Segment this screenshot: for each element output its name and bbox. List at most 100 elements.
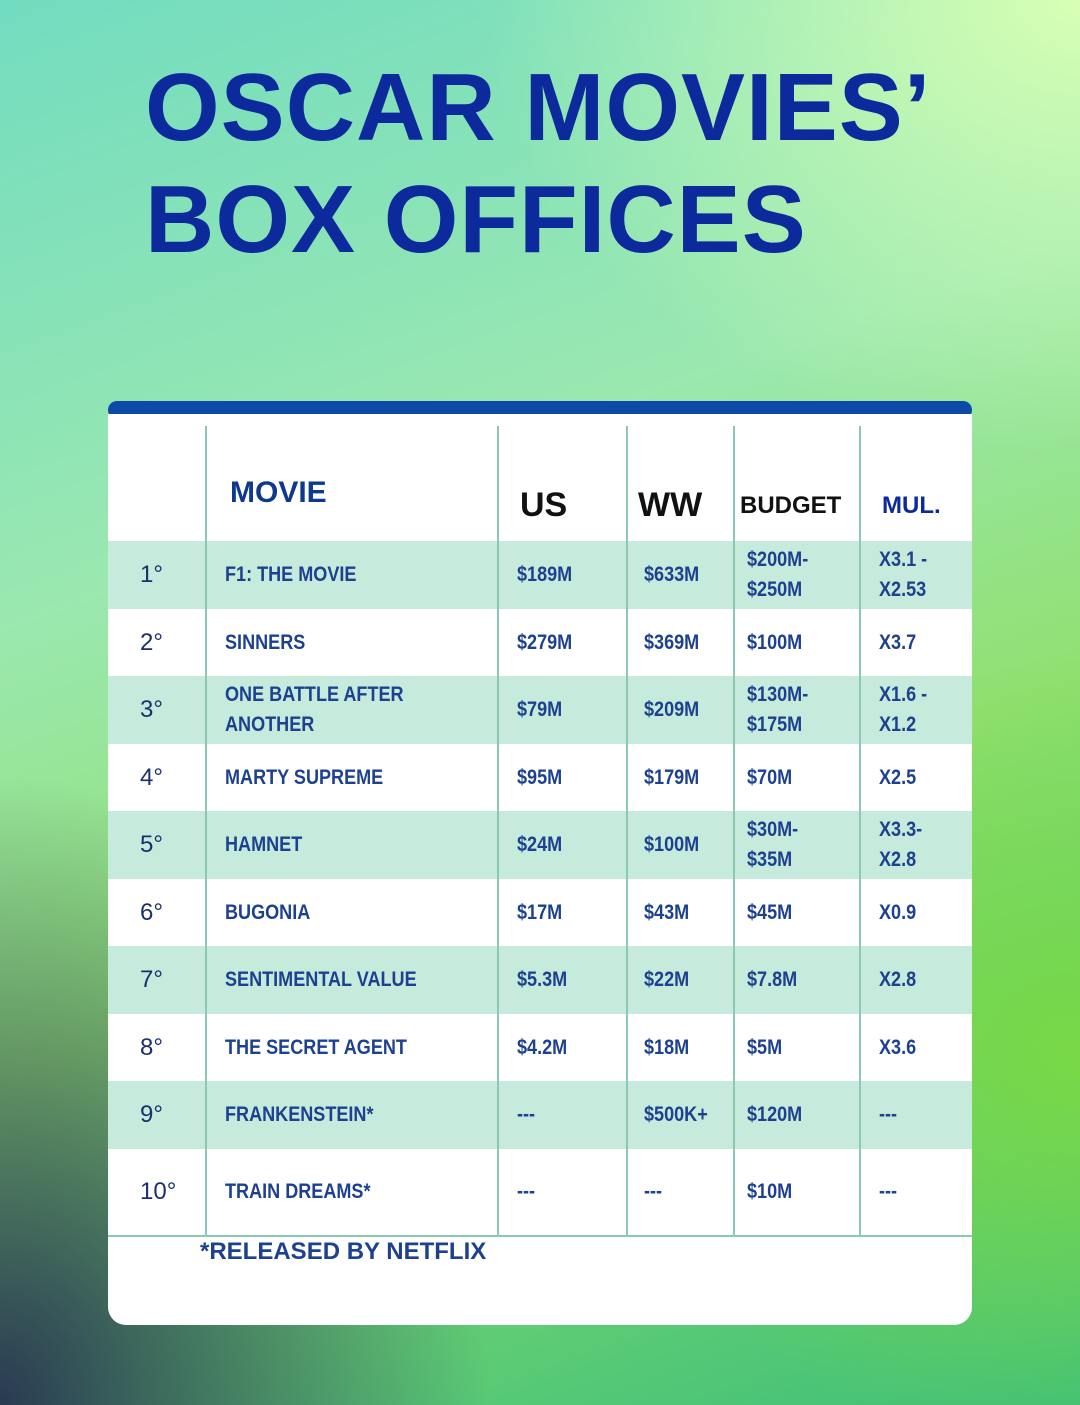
cell-line: 6° [140,898,163,926]
row-band [108,811,972,879]
table-cell: HAMNET [225,811,302,879]
table-cell: $500K+ [644,1081,708,1149]
table-cell: ONE BATTLE AFTER ANOTHER [225,676,404,744]
table-cell: $189M [517,541,572,609]
cell-line: $45M [747,900,793,924]
cell-line: 4° [140,763,163,791]
table-cell: $70M [747,744,792,811]
table-cell: $43M [644,879,689,946]
cell-line: $18M [644,1035,690,1059]
rank-cell: 7° [140,946,163,1014]
cell-line: $5M [747,1035,783,1059]
table-cell: $45M [747,879,792,946]
rank-cell: 3° [140,676,163,744]
cell-line: --- [644,1180,663,1203]
cell-line: $250M [747,578,803,601]
table-cell: FRANKENSTEIN* [225,1081,374,1149]
cell-line: X2.8 [879,848,917,871]
cell-line: HAMNET [225,833,303,856]
table-cell: $100M [644,811,699,879]
table-cell: $100M [747,609,802,676]
table-cell: $10M [747,1149,792,1235]
cell-line: SENTIMENTAL VALUE [225,968,417,991]
table-cell: --- [644,1149,662,1235]
cell-line: --- [879,1103,898,1126]
rank-cell: 6° [140,879,163,946]
table-cell: $17M [517,879,562,946]
cell-line: $279M [517,630,573,654]
cell-line: $17M [517,900,563,924]
cell-line: SINNERS [225,630,306,654]
table-cell: X0.9 [879,879,916,946]
table-cell: --- [879,1081,897,1149]
table-cell: X3.6 [879,1014,916,1081]
table-cell: $369M [644,609,699,676]
table-cell: --- [517,1149,535,1235]
table-cell: $5.3M [517,946,567,1014]
table-cell: MARTY SUPREME [225,744,383,811]
table-cell: $633M [644,541,699,609]
cell-line: X3.7 [879,630,917,654]
table-cell: X2.8 [879,946,916,1014]
title: OSCAR MOVIES’ BOX OFFICES [145,52,931,276]
column-divider [497,426,499,1235]
table-cell: $79M [517,676,562,744]
cell-line: --- [517,1103,536,1126]
cell-line: --- [517,1180,536,1203]
cell-line: THE SECRET AGENT [225,1035,407,1059]
table-cell: $18M [644,1014,689,1081]
rank-cell: 1° [140,541,163,609]
cell-line: $35M [747,848,793,871]
table-cell: $279M [517,609,572,676]
table-cell: $95M [517,744,562,811]
cell-line: $24M [517,833,563,856]
column-divider [733,426,735,1235]
table-cell: SINNERS [225,609,305,676]
row-band [108,1081,972,1149]
table-cell: $120M [747,1081,802,1149]
cell-line: X2.8 [879,968,917,991]
cell-line: $200M- [747,548,809,571]
cell-line: $22M [644,968,690,991]
cell-line: BUGONIA [225,900,311,924]
cell-line: 9° [140,1101,163,1128]
table-cell: THE SECRET AGENT [225,1014,407,1081]
table-cell: SENTIMENTAL VALUE [225,946,417,1014]
table-cell: X3.1 - X2.53 [879,541,927,609]
cell-line: $100M [747,630,803,654]
cell-line: $633M [644,563,700,586]
cell-line: $120M [747,1103,803,1126]
cell-line: 7° [140,966,163,993]
cell-line: 10° [140,1178,177,1205]
cell-line: X0.9 [879,900,917,924]
cell-line: $189M [517,563,573,586]
cell-line: $175M [747,713,803,736]
cell-line: $70M [747,765,793,789]
table-cell: $179M [644,744,699,811]
cell-line: 5° [140,831,163,858]
column-divider [205,426,207,1235]
table-cell: TRAIN DREAMS* [225,1149,370,1235]
table-cell: $22M [644,946,689,1014]
footnote: *RELEASED BY NETFLIX [200,1238,487,1265]
table-cell: --- [517,1081,535,1149]
table-cell: F1: THE MOVIE [225,541,356,609]
cell-line: X1.2 [879,713,917,736]
cell-line: $43M [644,900,690,924]
rank-cell: 8° [140,1014,163,1081]
cell-line: X3.1 - [879,548,928,571]
cell-line: $179M [644,765,700,789]
table-cell: BUGONIA [225,879,310,946]
cell-line: 3° [140,696,163,723]
table-cell: --- [879,1149,897,1235]
cell-line: X2.53 [879,578,927,601]
cell-line: FRANKENSTEIN* [225,1103,374,1126]
cell-line: X3.3- [879,818,923,841]
column-header: MOVIE [230,476,327,509]
table-cell: X1.6 - X1.2 [879,676,927,744]
column-divider [626,426,628,1235]
cell-line: $10M [747,1180,793,1203]
cell-line: $30M- [747,818,799,841]
table-cell: $5M [747,1014,782,1081]
